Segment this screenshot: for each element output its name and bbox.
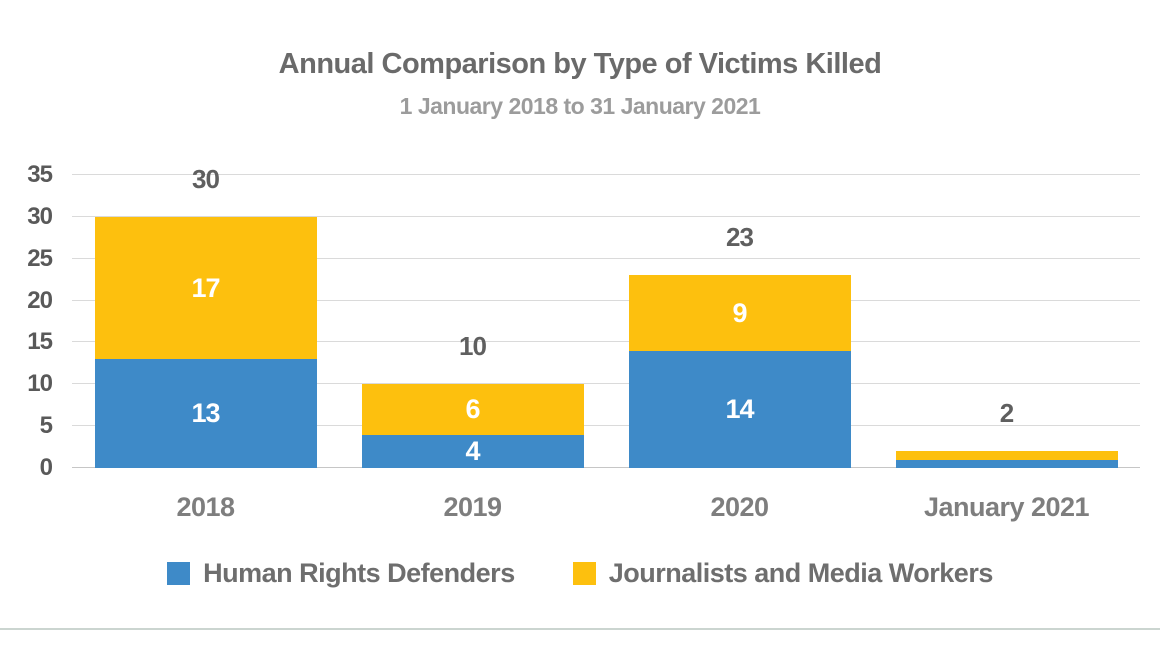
total-label-2020: 23 xyxy=(726,222,754,253)
x-tick-label-2020: 2020 xyxy=(710,492,769,522)
segment-value-label: 14 xyxy=(725,393,754,424)
gridline-30 xyxy=(72,215,1140,217)
legend: Human Rights Defenders Journalists and Me… xyxy=(0,558,1160,589)
legend-label: Human Rights Defenders xyxy=(203,558,515,588)
x-tick-label-2019: 2019 xyxy=(443,492,502,522)
y-tick-label-10: 10 xyxy=(27,370,53,398)
gridline-10 xyxy=(72,383,1140,385)
segment-value-label: 9 xyxy=(732,297,747,328)
y-tick-label-0: 0 xyxy=(39,454,53,481)
gridline-25 xyxy=(72,257,1140,259)
segment-2019-journalists-and-media-workers: 6 xyxy=(361,384,584,435)
y-tick-label-20: 20 xyxy=(27,286,53,314)
total-label-2018: 30 xyxy=(192,163,220,194)
segment-2018-journalists-and-media-workers: 17 xyxy=(94,216,317,360)
bar-2018: 13 17 xyxy=(94,216,317,468)
gridline-35 xyxy=(72,174,1140,175)
x-tick-label-2018: 2018 xyxy=(176,492,235,522)
segment-value-label: 13 xyxy=(191,398,220,429)
segment-january-2021-human-rights-defenders xyxy=(895,459,1118,468)
bar-2020: 14 9 xyxy=(628,275,851,468)
y-tick-label-15: 15 xyxy=(27,328,53,356)
bar-january-2021 xyxy=(895,451,1118,468)
gridline-0 xyxy=(72,467,1140,468)
segment-january-2021-journalists-and-media-workers xyxy=(895,451,1118,460)
x-tick-label-january-2021: January 2021 xyxy=(923,492,1090,522)
legend-item-human-rights-defenders: Human Rights Defenders xyxy=(167,558,515,589)
total-label-2019: 10 xyxy=(459,331,487,362)
y-tick-label-25: 25 xyxy=(27,244,53,272)
gridline-15 xyxy=(72,341,1140,343)
segment-2018-human-rights-defenders: 13 xyxy=(94,359,317,468)
segment-value-label: 17 xyxy=(191,272,220,303)
segment-value-label: 4 xyxy=(465,435,480,466)
y-tick-label-30: 30 xyxy=(27,202,53,230)
y-axis: 0 5 10 15 20 25 30 35 xyxy=(0,162,53,481)
total-label-january-2021: 2 xyxy=(999,398,1014,429)
legend-item-journalists-and-media-workers: Journalists and Media Workers xyxy=(572,558,994,589)
segment-2019-human-rights-defenders: 4 xyxy=(361,434,584,468)
legend-swatch xyxy=(572,562,596,585)
y-tick-label-5: 5 xyxy=(39,412,53,440)
segment-2020-human-rights-defenders: 14 xyxy=(628,350,851,468)
bottom-divider xyxy=(0,628,1160,630)
chart-subtitle: 1 January 2018 to 31 January 2021 xyxy=(399,93,761,119)
chart-title: Annual Comparison by Type of Victims Kil… xyxy=(278,48,882,80)
legend-label: Journalists and Media Workers xyxy=(608,558,994,588)
gridline-20 xyxy=(72,299,1140,301)
y-tick-label-35: 35 xyxy=(27,161,53,188)
gridline-5 xyxy=(72,425,1140,427)
x-axis: 2018 2019 2020 January 2021 xyxy=(72,492,1140,532)
legend-swatch xyxy=(167,562,191,585)
segment-2020-journalists-and-media-workers: 9 xyxy=(628,275,851,351)
plot-area: 13 17 30 4 6 10 14 9 23 2 xyxy=(72,164,1140,468)
segment-value-label: 6 xyxy=(465,393,480,424)
